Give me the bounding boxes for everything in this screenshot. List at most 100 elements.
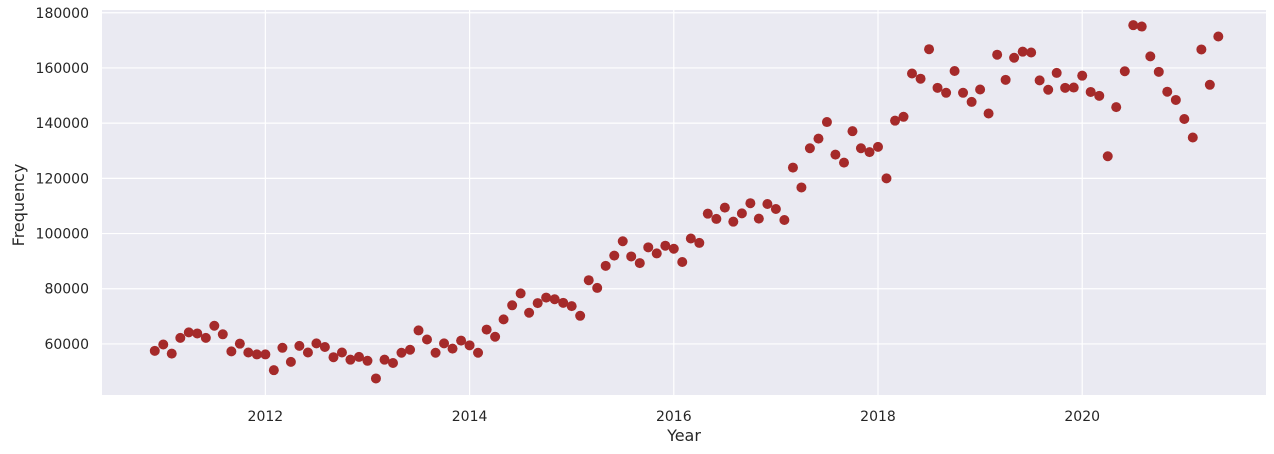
data-point — [1187, 132, 1198, 143]
data-point — [1009, 52, 1020, 63]
data-point — [243, 347, 254, 358]
y-tick-label: 80000 — [44, 282, 89, 298]
data-point — [745, 198, 756, 209]
data-point — [651, 248, 662, 259]
data-point — [413, 325, 424, 336]
data-point — [149, 345, 160, 356]
data-point — [932, 82, 943, 93]
data-point — [813, 133, 824, 144]
data-point — [838, 157, 849, 168]
data-point — [1026, 47, 1037, 58]
x-tick-label: 2020 — [1064, 409, 1100, 425]
data-point — [796, 182, 807, 193]
data-point — [294, 340, 305, 351]
data-point — [915, 73, 926, 84]
data-point — [702, 208, 713, 219]
data-point — [634, 258, 645, 269]
data-point — [1034, 75, 1045, 86]
data-point — [285, 356, 296, 367]
x-tick-label: 2018 — [860, 409, 896, 425]
data-point — [268, 365, 279, 376]
data-point — [787, 162, 798, 173]
data-point — [1111, 102, 1122, 113]
data-point — [345, 354, 356, 365]
data-point — [728, 216, 739, 227]
data-point — [575, 310, 586, 321]
x-axis-label: Year — [666, 426, 701, 445]
data-point — [643, 242, 654, 253]
data-point — [566, 301, 577, 312]
data-point — [1085, 86, 1096, 97]
data-point — [1060, 82, 1071, 93]
y-tick-label: 180000 — [36, 6, 89, 22]
data-point — [1017, 46, 1028, 57]
y-tick-labels: 60000 80000 100000 120000 140000 160000 180000 — [36, 6, 89, 353]
data-point — [804, 143, 815, 154]
data-point — [430, 347, 441, 358]
data-point — [975, 84, 986, 95]
data-point — [1170, 94, 1181, 105]
data-point — [711, 213, 722, 224]
data-point — [770, 203, 781, 214]
data-point — [558, 297, 569, 308]
data-point — [175, 332, 186, 343]
data-point — [949, 65, 960, 76]
data-point — [251, 349, 262, 360]
data-point — [617, 236, 628, 247]
data-point — [353, 351, 364, 362]
data-point — [1068, 82, 1079, 93]
data-point — [609, 250, 620, 261]
data-point — [583, 275, 594, 286]
data-point — [422, 334, 433, 345]
data-points — [149, 20, 1224, 384]
data-point — [847, 126, 858, 137]
data-point — [260, 349, 271, 360]
data-point — [379, 354, 390, 365]
plot-background — [102, 10, 1266, 395]
data-point — [192, 328, 203, 339]
data-point — [1213, 31, 1224, 42]
data-point — [1145, 51, 1156, 62]
data-point — [873, 141, 883, 152]
data-point — [541, 292, 552, 303]
data-point — [1179, 114, 1190, 125]
data-point — [370, 373, 381, 384]
data-point — [158, 339, 169, 350]
data-point — [830, 149, 841, 160]
data-point — [302, 347, 313, 358]
data-point — [592, 282, 603, 293]
data-point — [439, 338, 450, 349]
data-point — [456, 335, 467, 346]
data-point — [736, 208, 747, 219]
data-point — [490, 331, 501, 342]
data-point — [626, 251, 637, 262]
data-point — [498, 314, 509, 325]
data-point — [1196, 44, 1207, 55]
data-point — [200, 332, 211, 343]
data-point — [328, 352, 339, 363]
data-point — [183, 327, 194, 338]
data-point — [958, 87, 969, 98]
data-point — [677, 256, 688, 267]
data-point — [362, 355, 373, 366]
data-point — [311, 338, 322, 349]
data-point — [753, 213, 764, 224]
data-point — [226, 346, 237, 357]
data-point — [1119, 66, 1130, 77]
data-point — [209, 320, 220, 331]
data-point — [1051, 67, 1062, 78]
data-point — [907, 68, 918, 79]
data-point — [983, 108, 994, 119]
y-tick-label: 100000 — [36, 227, 89, 243]
data-point — [336, 347, 347, 358]
data-point — [941, 87, 952, 98]
data-point — [779, 215, 790, 226]
data-point — [1043, 84, 1054, 95]
y-tick-label: 140000 — [36, 116, 89, 132]
data-point — [388, 357, 398, 368]
data-point — [992, 49, 1003, 60]
y-tick-label: 160000 — [36, 61, 89, 77]
data-point — [762, 199, 773, 210]
data-point — [719, 202, 730, 213]
